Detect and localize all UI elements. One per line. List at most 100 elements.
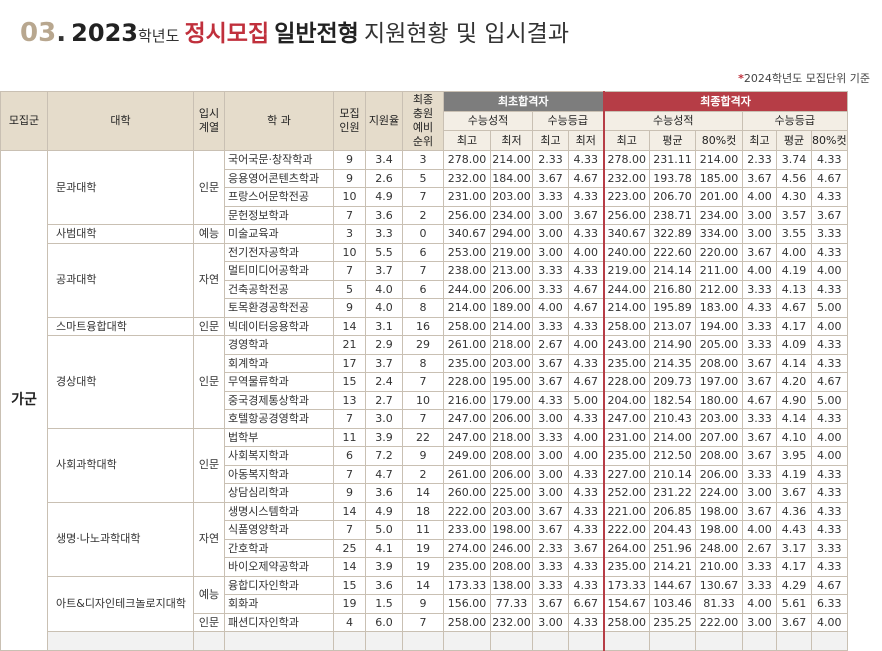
- cell-final-score-avg: 235.25: [649, 612, 696, 632]
- cell-quota: 13: [333, 390, 366, 410]
- cell-ratio: 4.0: [365, 298, 403, 318]
- cell-final-score-avg: 144.67: [649, 575, 696, 595]
- footnote: *2024학년도 모집단위 기준: [738, 70, 870, 86]
- cell-ratio: 3.0: [365, 409, 403, 429]
- cell-rank: 10: [402, 390, 444, 410]
- cell-final-grade-high: 3.67: [742, 372, 777, 392]
- cell-final-grade-avg: 3.74: [776, 150, 812, 170]
- cell-quota: 9: [333, 150, 366, 170]
- cell-first-score-low: 206.00: [490, 279, 533, 299]
- cell-final-score-high: 244.00: [602, 279, 650, 299]
- cell-final-score-cut80: 203.00: [695, 409, 743, 429]
- title-bold: 일반전형: [274, 21, 359, 47]
- college-name: 스마트융합대학: [47, 316, 194, 336]
- cell-final-score-avg: 238.71: [649, 205, 696, 225]
- table-row: 응용영어콘텐츠학과 9 2.6 5 232.00 184.00 3.67 4.67 232.00…: [1, 168, 848, 188]
- cell-quota: 6: [333, 446, 366, 466]
- cell-final-score-cut80: 194.00: [695, 316, 743, 336]
- cell-dept: 중국경제통상학과: [224, 390, 334, 410]
- cell-final-grade-avg: 4.17: [776, 557, 812, 577]
- cell-final-score-high: 173.33: [602, 575, 650, 595]
- cell-final-grade-high: 3.00: [742, 612, 777, 632]
- cell-final-score-avg: 204.43: [649, 520, 696, 540]
- college-name: 문과대학: [47, 150, 194, 225]
- cell-dept: 호텔항공경영학과: [224, 409, 334, 429]
- cell-rank: 14: [402, 483, 444, 503]
- header-final-csat-score: 수능성적: [602, 110, 743, 132]
- cell-ratio: 2.6: [365, 168, 403, 188]
- cell-final-score-avg: 103.46: [649, 594, 696, 614]
- cell-final-score-high: 227.00: [602, 464, 650, 484]
- cell-rank: 9: [402, 446, 444, 466]
- cell-final-grade-cut80: 4.33: [811, 483, 848, 503]
- cell-final-grade-avg: 4.19: [776, 261, 812, 281]
- cell-first-score-high: 247.00: [443, 427, 491, 447]
- cell-final-grade-avg: 3.55: [776, 224, 812, 244]
- cell-final-grade-high: 3.67: [742, 242, 777, 262]
- cell-final-grade-high: 3.33: [742, 575, 777, 595]
- cell-final-score-high: 221.00: [602, 501, 650, 521]
- cell-final-grade-avg: 4.13: [776, 279, 812, 299]
- cell-final-score-avg: 214.90: [649, 335, 696, 355]
- cell-final-score-high: 278.00: [602, 150, 650, 170]
- cell-rank: 2: [402, 205, 444, 225]
- cell-rank: 29: [402, 335, 444, 355]
- cell-final-grade-cut80: 4.33: [811, 242, 848, 262]
- cell-first-grade-high: 3.00: [532, 446, 569, 466]
- cell-final-grade-cut80: 4.67: [811, 168, 848, 188]
- table-row: 프랑스어문학전공 10 4.9 7 231.00 203.00 3.33 4.33 223.00…: [1, 187, 848, 207]
- cell-first-score-low: 208.00: [490, 446, 533, 466]
- cell-quota: 15: [333, 372, 366, 392]
- table-row: 아트&디자인테크놀로지대학 예능 융합디자인학과 15 3.6 14 173.33 138.0…: [1, 575, 848, 632]
- cell-ratio: 3.1: [365, 316, 403, 336]
- cell-final-score-cut80: 130.67: [695, 575, 743, 595]
- header-first-grade-high: 최고: [532, 130, 569, 151]
- cell-dept: 패션디자인학과: [224, 612, 334, 632]
- title-rest: 지원현황 및 입시결과: [363, 21, 569, 47]
- cell-final-grade-cut80: 4.00: [811, 446, 848, 466]
- cell-ratio: 3.4: [365, 150, 403, 170]
- track-label: 인문: [193, 612, 225, 632]
- cell-ratio: 1.5: [365, 594, 403, 614]
- cell-ratio: 4.0: [365, 279, 403, 299]
- cell-ratio: 3.6: [365, 575, 403, 595]
- cell-final-score-avg: 206.70: [649, 187, 696, 207]
- cell-rank: 11: [402, 520, 444, 540]
- cell-rank: 0: [402, 224, 444, 244]
- cell-final-grade-avg: 4.30: [776, 187, 812, 207]
- cell-first-score-low: 214.00: [490, 316, 533, 336]
- cell-final-score-cut80: 220.00: [695, 242, 743, 262]
- cell-final-grade-avg: 3.67: [776, 483, 812, 503]
- cell-first-score-low: 189.00: [490, 298, 533, 318]
- cell-first-score-high: 249.00: [443, 446, 491, 466]
- cell-first-score-high: 232.00: [443, 168, 491, 188]
- header-first-grade-low: 최저: [568, 130, 604, 151]
- admission-results-table: 모집군 대학 입시 계열 학 과 모집 인원 지원율 최종 충원 예비 순위 최…: [0, 91, 848, 651]
- table-row: 상담심리학과 9 3.6 14 260.00 225.00 3.00 4.33 252.00 23…: [1, 483, 848, 503]
- cell-final-grade-avg: 4.19: [776, 464, 812, 484]
- cell-ratio: 5.0: [365, 520, 403, 540]
- cell-final-grade-avg: 3.57: [776, 205, 812, 225]
- table-header: 모집군 대학 입시 계열 학 과 모집 인원 지원율 최종 충원 예비 순위 최…: [0, 91, 848, 151]
- cell-first-grade-high: 3.33: [532, 187, 569, 207]
- cell-first-score-low: 294.00: [490, 224, 533, 244]
- cell-final-score-avg: 214.35: [649, 353, 696, 373]
- cell-rank: 7: [402, 261, 444, 281]
- cell-first-grade-low: 4.00: [568, 242, 604, 262]
- cell-final-score-avg: 182.54: [649, 390, 696, 410]
- cell-dept: 상담심리학과: [224, 483, 334, 503]
- table-row: 사회과학대학 인문 법학부 11 3.9 22 247.00 218.00 3.33 4.00 23…: [1, 427, 848, 503]
- cell-quota: 9: [333, 298, 366, 318]
- cell-final-grade-avg: 4.14: [776, 353, 812, 373]
- cell-final-score-avg: 222.60: [649, 242, 696, 262]
- cell-first-grade-low: 4.33: [568, 520, 604, 540]
- cell-final-grade-avg: 4.67: [776, 298, 812, 318]
- track-label: 인문: [193, 150, 225, 225]
- cell-rank: 5: [402, 168, 444, 188]
- note-star: *: [738, 72, 744, 85]
- cell-first-score-high: 233.00: [443, 520, 491, 540]
- table-row: 간호학과 25 4.1 19 274.00 246.00 2.33 3.67 264.00 251…: [1, 538, 848, 558]
- cell-quota: 7: [333, 261, 366, 281]
- cell-ratio: 3.3: [365, 224, 403, 244]
- table-row: 생명·나노과학대학 자연 생명시스템학과 14 4.9 18 222.00 203.00 3.6…: [1, 501, 848, 577]
